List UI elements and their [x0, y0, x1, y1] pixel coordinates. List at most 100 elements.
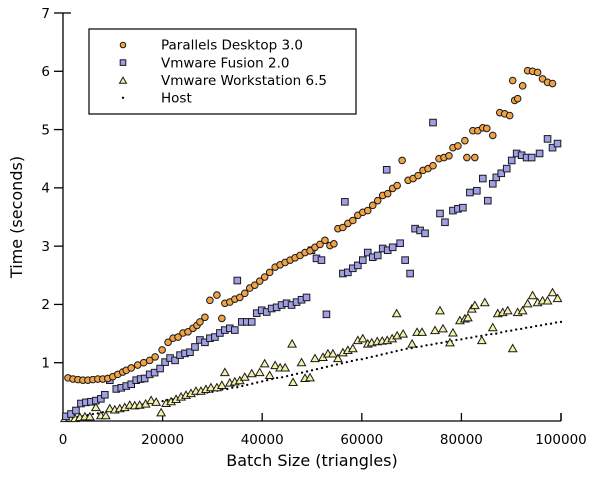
data-point-dot	[500, 331, 503, 334]
data-point-circle	[255, 277, 264, 285]
y-tick-label: 2	[41, 297, 50, 313]
data-point-square	[436, 209, 444, 218]
data-point-triangle	[507, 343, 518, 353]
data-point-dot	[400, 348, 403, 352]
data-point-dot	[395, 349, 398, 353]
data-point-dot	[91, 412, 95, 416]
y-axis-title: Time (seconds)	[7, 156, 26, 279]
data-point-square	[388, 243, 397, 252]
data-point-dot	[246, 383, 249, 387]
data-point-square	[161, 358, 169, 366]
data-point-triangle	[517, 305, 528, 315]
data-point-circle	[321, 236, 329, 245]
data-point-dot	[510, 329, 513, 332]
data-point-circle	[393, 181, 401, 190]
data-point-circle	[488, 131, 497, 140]
data-point-dot	[266, 379, 269, 382]
data-point-triangle	[347, 343, 358, 353]
data-point-triangle	[487, 322, 498, 332]
x-tick-label: 80000	[440, 432, 483, 448]
data-point-circle	[158, 346, 166, 354]
data-point-square	[201, 338, 209, 347]
data-point-square	[502, 164, 511, 173]
data-point-circle	[339, 223, 347, 232]
data-point-square	[354, 261, 362, 270]
data-point-circle	[445, 152, 453, 160]
data-point-dot	[226, 387, 229, 391]
data-point-dot	[455, 338, 458, 342]
x-tick-label: 100000	[535, 432, 587, 448]
data-point-dot	[335, 363, 339, 366]
data-point-circle	[463, 153, 471, 162]
series-parallels-desktop-3-0	[64, 66, 557, 385]
data-point-triangle	[118, 76, 128, 84]
data-point-square	[483, 196, 492, 205]
data-point-dot	[405, 347, 408, 350]
data-point-square	[479, 174, 487, 183]
data-point-dot	[370, 355, 373, 359]
data-point-circle	[330, 240, 338, 248]
data-point-dot	[520, 327, 523, 331]
data-point-triangle	[522, 298, 533, 308]
data-point-triangle	[444, 337, 455, 347]
data-point-square	[140, 374, 149, 383]
data-point-dot	[345, 360, 349, 364]
data-point-circle	[265, 268, 274, 277]
data-point-triangle	[264, 370, 275, 380]
data-point-triangle	[447, 327, 458, 337]
data-point-square	[363, 248, 372, 257]
data-point-triangle	[280, 362, 291, 372]
data-point-square	[527, 153, 536, 162]
data-point-triangle	[527, 290, 538, 300]
data-point-circle	[201, 313, 209, 322]
data-point-circle	[548, 79, 557, 88]
data-point-square	[401, 256, 409, 264]
data-point-triangle	[270, 360, 281, 370]
data-point-triangle	[259, 358, 270, 368]
data-point-circle	[184, 328, 192, 336]
data-point-dot	[375, 354, 378, 357]
data-point-dot	[325, 365, 329, 368]
data-point-triangle	[310, 353, 320, 363]
data-point-circle	[218, 314, 226, 323]
x-tick-label: 60000	[340, 432, 383, 448]
data-point-square	[322, 310, 331, 319]
data-point-dot	[355, 358, 358, 361]
data-point-dot	[285, 374, 289, 378]
data-point-circle	[213, 291, 221, 299]
data-point-square	[543, 135, 552, 143]
data-point-circle	[461, 136, 469, 145]
data-point-circle	[306, 247, 314, 255]
data-point-square	[171, 356, 179, 365]
data-point-dot	[529, 326, 533, 329]
data-point-square	[72, 406, 80, 415]
data-point-dot	[290, 373, 294, 377]
data-point-circle	[174, 333, 182, 341]
data-point-square	[233, 276, 242, 285]
data-point-square	[548, 143, 557, 152]
data-point-dot	[460, 338, 463, 341]
data-point-triangle	[438, 323, 448, 333]
data-point-dot	[320, 366, 324, 370]
data-point-dot	[340, 362, 344, 365]
data-point-square	[421, 229, 429, 238]
data-point-triangle	[205, 382, 216, 392]
data-point-circle	[196, 318, 204, 326]
data-point-dot	[515, 328, 518, 331]
y-tick-label: 4	[41, 181, 50, 197]
data-point-square	[535, 149, 544, 158]
data-point-triangle	[287, 338, 298, 348]
data-point-circle	[127, 364, 136, 372]
series-vmware-workstation-6-5	[60, 287, 563, 423]
data-point-triangle	[398, 328, 409, 338]
data-point-triangle	[547, 287, 558, 297]
y-tick-label: 7	[41, 6, 50, 22]
data-point-square	[488, 179, 497, 188]
data-point-dot	[161, 400, 164, 403]
x-axis-title: Batch Size (triangles)	[226, 451, 398, 470]
data-point-triangle	[476, 335, 487, 345]
data-point-square	[473, 186, 481, 195]
data-point-circle	[398, 156, 406, 165]
data-point-dot	[425, 344, 428, 347]
